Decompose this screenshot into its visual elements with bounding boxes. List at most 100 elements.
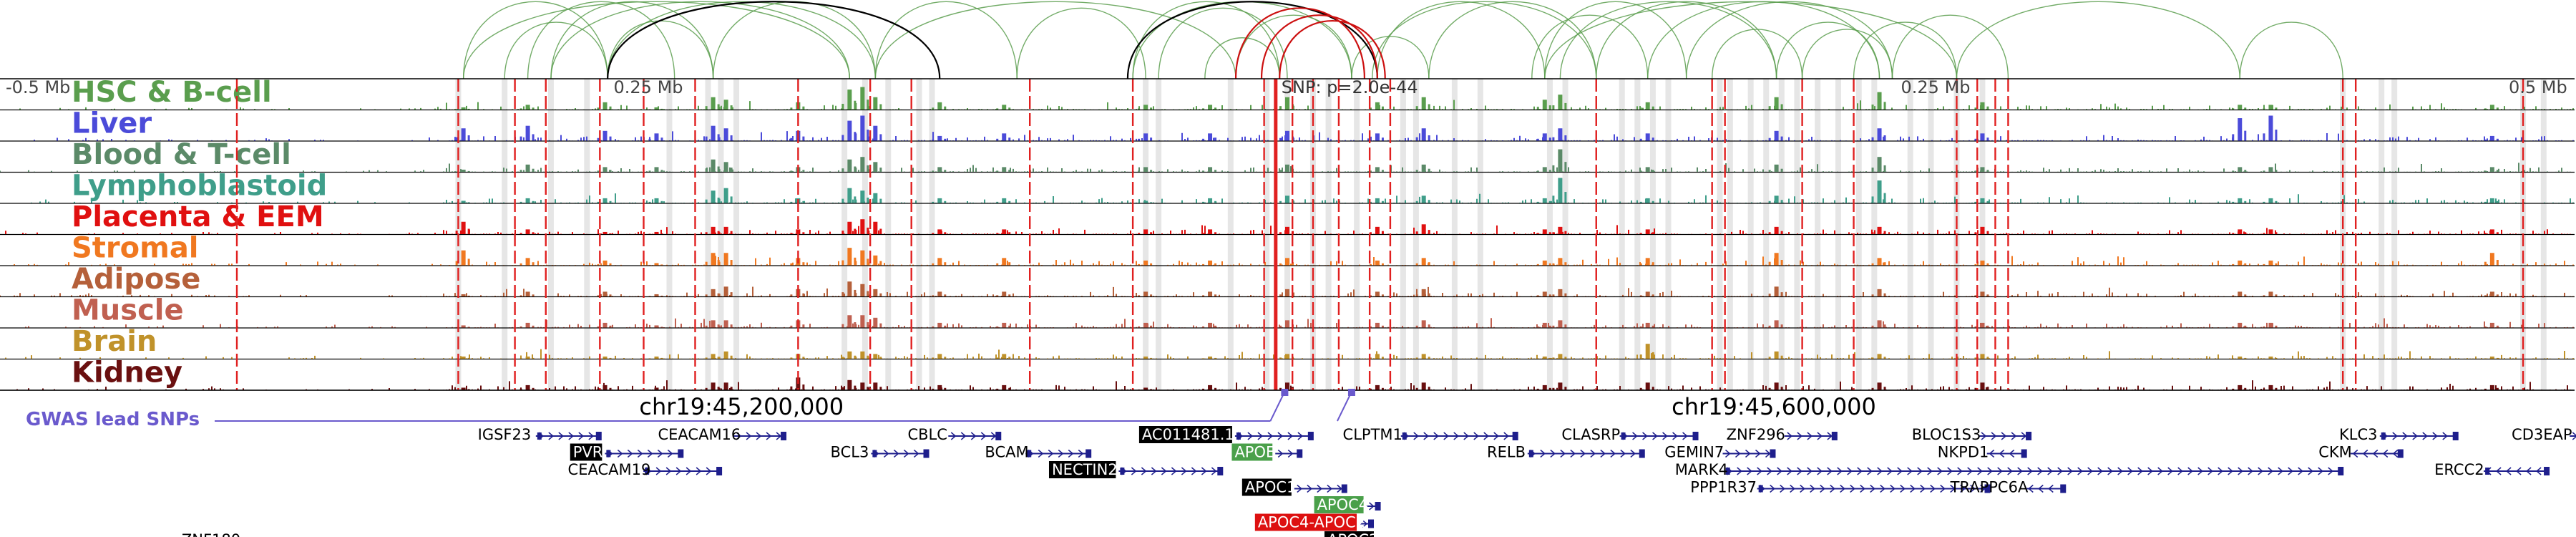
strand-arrow-icon — [1297, 432, 1304, 440]
strand-arrow-icon — [1610, 449, 1616, 458]
signal-peak — [944, 325, 947, 328]
signal-peak — [847, 188, 852, 203]
strand-arrow-icon — [1247, 432, 1254, 440]
signal-peak — [1536, 263, 1539, 266]
signal-peak — [532, 387, 535, 390]
strand-arrow-icon — [1860, 484, 1865, 493]
signal-peak — [1415, 357, 1418, 359]
signal-peak — [1008, 294, 1011, 297]
exon-block — [595, 432, 602, 440]
signal-peak — [1208, 229, 1213, 235]
strand-arrow-icon — [1662, 432, 1668, 440]
signal-peak — [1421, 382, 1426, 390]
signal-peak — [1536, 170, 1539, 173]
signal-peak — [1138, 295, 1141, 297]
signal-peak — [867, 355, 869, 359]
strand-arrow-icon — [1443, 432, 1449, 440]
gene-bloc1s3: BLOC1S3 — [1912, 426, 2032, 443]
signal-peak — [525, 164, 530, 173]
signal-peak — [790, 201, 793, 203]
signal-peak — [932, 139, 935, 141]
signal-peak — [867, 294, 870, 297]
exon-block — [1375, 502, 1381, 511]
gene-apoe: APOE — [1231, 443, 1303, 461]
signal-peak — [1421, 320, 1426, 328]
signal-peak — [1974, 357, 1977, 359]
gene-cblc: CBLC — [907, 426, 1002, 443]
signal-peak — [847, 159, 852, 173]
signal-peak — [847, 315, 852, 328]
signal-peak — [455, 358, 458, 359]
chromatin-loop — [462, 1, 851, 79]
signal-peak — [2268, 229, 2273, 235]
signal-peak — [1645, 133, 1650, 141]
signal-peak — [1202, 233, 1205, 235]
strand-arrow-icon — [1840, 484, 1845, 493]
signal-peak — [519, 358, 522, 359]
signal-peak — [718, 169, 721, 173]
strand-arrow-icon — [2038, 484, 2044, 493]
strand-arrow-icon — [1580, 449, 1586, 458]
chromatin-loop — [607, 1, 877, 79]
signal-peak — [519, 295, 522, 297]
gene-pvr: PVR — [570, 443, 684, 461]
signal-peak — [723, 226, 728, 235]
exon-block — [923, 449, 930, 458]
signal-peak — [841, 231, 844, 235]
gene-label: APOC1 — [1245, 479, 1297, 496]
signal-peak — [2496, 170, 2499, 173]
signal-peak — [2244, 263, 2247, 266]
gene-label: TRAPPC6A — [1950, 479, 2029, 496]
gene-label-box — [1324, 531, 1374, 537]
signal-peak — [996, 170, 999, 173]
strand-arrow-icon — [1817, 467, 1823, 475]
signal-peak — [1780, 324, 1783, 328]
signal-peak — [519, 233, 522, 235]
signal-peak — [609, 294, 612, 297]
signal-peak — [1428, 357, 1430, 359]
signal-peak — [2263, 358, 2265, 359]
signal-peak — [937, 354, 942, 359]
strand-arrow-icon — [1900, 484, 1906, 493]
strand-arrow-icon — [2228, 467, 2233, 475]
signal-peak — [1768, 294, 1771, 297]
signal-peak — [1542, 229, 1547, 235]
signal-peak — [937, 384, 942, 390]
signal-peak — [1548, 325, 1551, 328]
strand-arrow-icon — [2037, 467, 2043, 475]
signal-peak — [1768, 137, 1771, 141]
loops-layer — [462, 1, 2343, 79]
signal-peak — [467, 108, 470, 110]
gene-label: CKM — [2318, 444, 2352, 461]
strand-arrow-icon — [2107, 467, 2113, 475]
signal-peak — [2484, 139, 2487, 141]
signal-peak — [602, 198, 608, 203]
signal-peak — [1008, 262, 1011, 266]
gene-gemin7: GEMIN7 — [1664, 444, 1776, 461]
strand-arrow-icon — [655, 467, 662, 475]
gene-apoc4: APOC4 — [1314, 496, 1381, 513]
signal-peak — [1552, 387, 1555, 390]
strand-arrow-icon — [1078, 449, 1084, 458]
signal-peak — [1558, 149, 1563, 173]
signal-peak — [1883, 135, 1886, 141]
signal-peak — [1780, 387, 1783, 390]
strand-arrow-icon — [1483, 432, 1489, 440]
signal-peak — [1208, 105, 1213, 110]
exon-block — [716, 467, 723, 475]
signal-peak — [879, 168, 882, 173]
strand-arrow-icon — [1790, 484, 1795, 493]
strand-arrow-icon — [1131, 467, 1137, 475]
signal-peak — [455, 109, 458, 110]
signal-peak — [2244, 357, 2247, 359]
signal-peak — [790, 386, 793, 390]
signal-peak — [873, 354, 878, 359]
signal-peak — [2275, 107, 2278, 110]
signal-peak — [1768, 200, 1771, 203]
signal-peak — [1552, 263, 1555, 266]
signal-peak — [1285, 97, 1289, 110]
signal-peak — [2496, 138, 2499, 141]
strand-arrow-icon — [2207, 467, 2213, 475]
exon-block — [2485, 468, 2490, 475]
gene-clasrp: CLASRP — [1561, 426, 1699, 443]
